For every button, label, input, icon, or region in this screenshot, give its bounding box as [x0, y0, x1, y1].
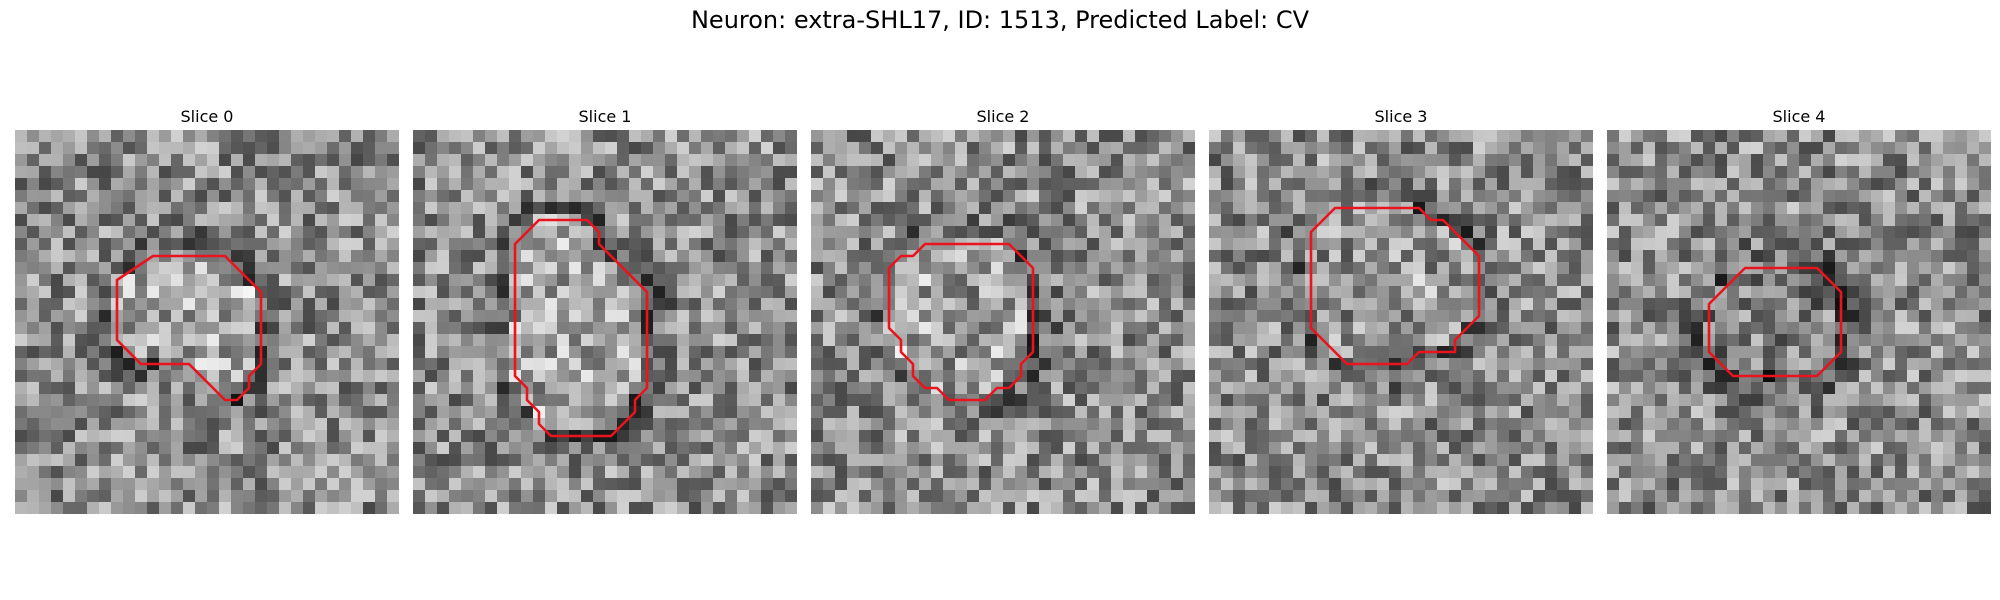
slice-image-1 — [413, 130, 797, 514]
segmentation-contour-2 — [887, 242, 1035, 402]
slice-svg-4 — [1607, 130, 1991, 514]
slice-panel-0: Slice 0 — [15, 104, 399, 514]
slice-title-3: Slice 3 — [1374, 107, 1428, 126]
slice-svg-1 — [413, 130, 797, 514]
segmentation-contour-4 — [1707, 266, 1843, 378]
segmentation-contour-0 — [115, 254, 263, 402]
segmentation-contour-1 — [513, 218, 649, 438]
segmentation-contour-3 — [1309, 206, 1481, 366]
slice-svg-2 — [811, 130, 1195, 514]
slice-title-0: Slice 0 — [180, 107, 234, 126]
slice-panel-4: Slice 4 — [1607, 104, 1991, 514]
slice-image-2 — [811, 130, 1195, 514]
slice-svg-0 — [15, 130, 399, 514]
slice-image-3 — [1209, 130, 1593, 514]
slice-panel-1: Slice 1 — [413, 104, 797, 514]
slice-panel-3: Slice 3 — [1209, 104, 1593, 514]
slice-title-1: Slice 1 — [578, 107, 632, 126]
slice-panel-2: Slice 2 — [811, 104, 1195, 514]
slice-title-4: Slice 4 — [1772, 107, 1826, 126]
figure-title: Neuron: extra-SHL17, ID: 1513, Predicted… — [690, 6, 1310, 34]
slice-title-2: Slice 2 — [976, 107, 1030, 126]
slice-image-0 — [15, 130, 399, 514]
slice-image-4 — [1607, 130, 1991, 514]
slice-svg-3 — [1209, 130, 1593, 514]
